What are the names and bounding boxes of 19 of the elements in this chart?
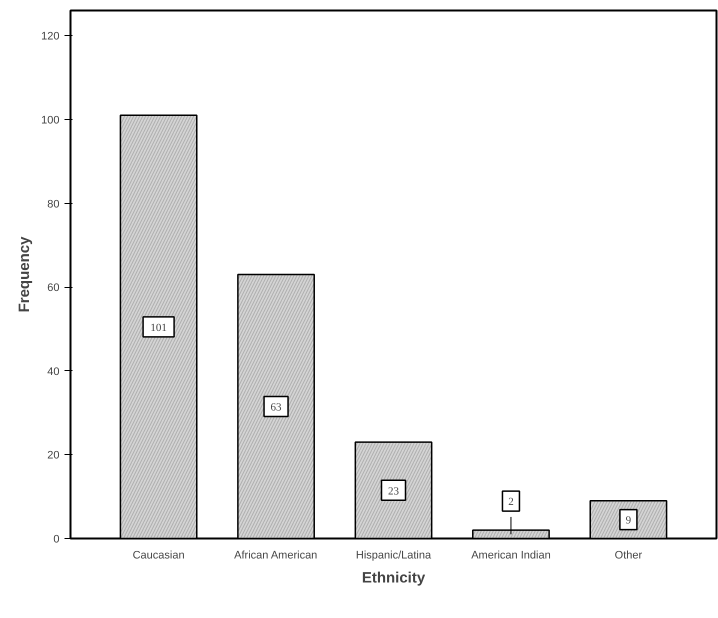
data-label: 63 — [270, 402, 282, 414]
y-tick-label: 60 — [47, 282, 60, 294]
x-tick-label: American Indian — [471, 550, 551, 562]
data-label: 2 — [508, 496, 514, 508]
y-tick-label: 80 — [47, 198, 60, 210]
y-tick-label: 100 — [41, 114, 60, 126]
x-tick-label: Caucasian — [132, 550, 185, 562]
y-tick-label: 120 — [41, 30, 60, 43]
y-tick-label: 0 — [53, 534, 60, 546]
data-label: 9 — [626, 514, 632, 527]
x-tick-label: Hispanic/Latina — [356, 550, 432, 562]
y-axis-title: Frequency — [16, 236, 34, 312]
y-tick-label: 40 — [47, 366, 60, 378]
x-tick-label: African American — [234, 550, 318, 562]
data-label: 101 — [150, 322, 167, 334]
x-tick-label: Other — [614, 550, 642, 562]
data-label: 23 — [388, 485, 400, 498]
y-tick-label: 20 — [47, 450, 60, 462]
x-axis-title: Ethnicity — [362, 570, 426, 586]
